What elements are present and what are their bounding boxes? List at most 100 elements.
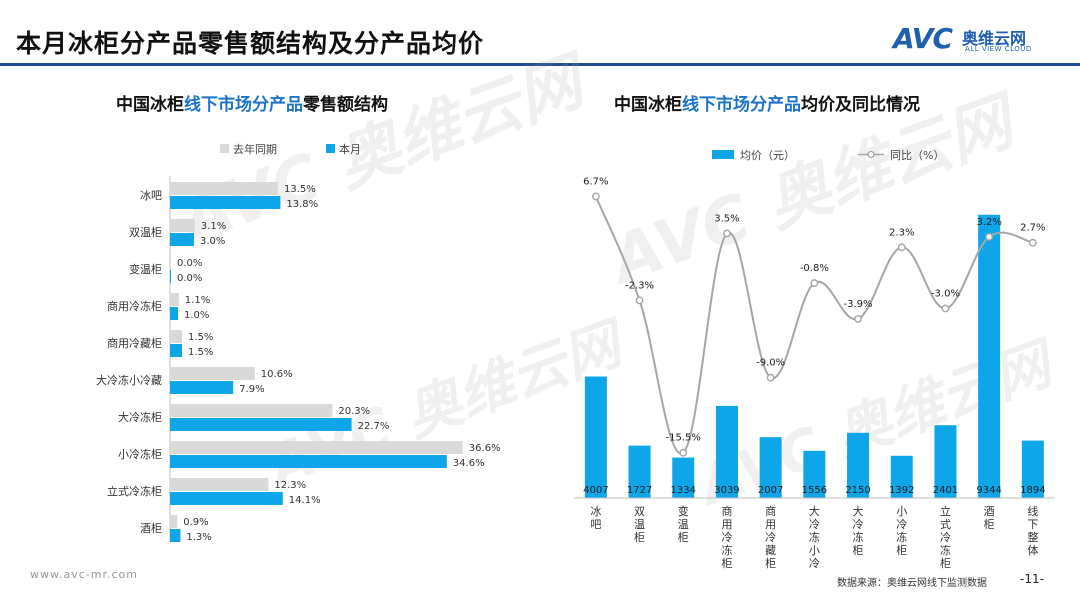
yoy-point: [591, 192, 600, 201]
value-label-this-month: 1.5%: [188, 347, 213, 358]
yoy-point: [810, 279, 819, 287]
category-label: 立式冷冻柜: [107, 484, 162, 498]
value-label-last-year: 36.6%: [469, 443, 501, 454]
right-title-part-2: 线下市场分产品: [682, 95, 801, 115]
logo-cn-text: 奥维云网: [962, 29, 1027, 48]
category-label-char: 用: [765, 518, 776, 531]
value-label-this-month: 22.7%: [358, 421, 390, 432]
yoy-value-label: -3.9%: [844, 299, 873, 310]
category-label-char: 冻: [721, 543, 732, 557]
value-label-last-year: 0.0%: [177, 258, 202, 269]
bar-avg-price: [978, 214, 1001, 499]
category-label-char: 柜: [853, 544, 864, 557]
bar-avg-price: [715, 405, 738, 498]
legend-marker-yoy: [867, 150, 875, 159]
bar-last-year: [170, 404, 333, 417]
category-label-char: 柜: [678, 531, 689, 544]
footer-url: www.avc-mr.com: [30, 568, 138, 581]
bar-avg-price: [1021, 440, 1044, 498]
yoy-value-label: -0.8%: [800, 263, 829, 274]
bar-avg-price: [934, 425, 957, 498]
category-label-char: 小: [809, 544, 820, 557]
value-label-last-year: 1.5%: [188, 332, 213, 343]
category-label: 小冷冻柜: [118, 447, 162, 461]
bar-last-year: [170, 256, 171, 269]
bar-value-label: 9344: [976, 485, 1001, 496]
yoy-value-label: -2.3%: [625, 280, 654, 291]
category-label-char: 冷: [809, 518, 820, 531]
page-title: 本月冰柜分产品零售额结构及分产品均价: [16, 29, 485, 58]
category-label-char: 冷: [896, 518, 907, 531]
bar-this-month: [170, 270, 171, 283]
value-label-last-year: 3.1%: [201, 221, 226, 232]
bar-this-month: [170, 455, 447, 468]
bar-avg-price: [628, 445, 651, 498]
yoy-value-label: 2.3%: [889, 227, 914, 238]
value-label-last-year: 20.3%: [338, 406, 370, 417]
bar-last-year: [170, 478, 269, 491]
bar-last-year: [170, 515, 178, 528]
bar-avg-price: [672, 457, 695, 498]
value-label-this-month: 14.1%: [289, 495, 321, 506]
category-label: 商用冷藏柜: [107, 336, 162, 350]
legend-swatch-this-month: [326, 144, 335, 153]
yoy-point: [766, 373, 775, 382]
yoy-value-label: 3.5%: [714, 213, 739, 224]
category-label-char: 式: [940, 518, 951, 531]
category-label-char: 商: [765, 504, 776, 518]
legend-swatch-last-year: [220, 144, 229, 153]
category-label-char: 冻: [853, 530, 864, 544]
yoy-point: [1028, 238, 1037, 247]
value-label-this-month: 1.0%: [184, 310, 209, 321]
left-title-part-1: 中国冰柜: [116, 95, 184, 115]
value-label-last-year: 0.9%: [183, 517, 208, 528]
logo-en-text: ALL VIEW CLOUD: [965, 45, 1032, 53]
category-label-char: 柜: [721, 557, 732, 570]
legend-label-this-month: 本月: [339, 142, 361, 156]
value-label-this-month: 34.6%: [453, 458, 485, 469]
category-label-char: 冻: [896, 530, 907, 544]
category-label: 双温柜: [129, 226, 162, 239]
category-label-char: 冷: [940, 531, 951, 544]
bar-this-month: [170, 307, 178, 320]
yoy-value-label: -15.5%: [666, 433, 701, 444]
category-label-char: 酒: [984, 505, 995, 518]
value-label-this-month: 0.0%: [177, 273, 202, 284]
yoy-line: [594, 196, 1034, 455]
yoy-value-label: 6.7%: [583, 177, 608, 188]
value-label-last-year: 13.5%: [284, 184, 316, 195]
bar-value-label: 1727: [627, 485, 652, 496]
bar-last-year: [170, 293, 179, 306]
value-label-this-month: 13.8%: [286, 199, 318, 210]
legend-label-yoy: 同比（%）: [890, 149, 944, 162]
bar-value-label: 2150: [845, 485, 870, 496]
category-label-char: 小: [896, 505, 907, 518]
logo-avc-text: AVC: [893, 22, 953, 55]
left-chart-title: 中国冰柜线下市场分产品零售额结构: [116, 90, 388, 115]
legend-swatch-avg-price: [712, 150, 734, 159]
category-label-char: 下: [1027, 518, 1038, 531]
yoy-value-label: 2.7%: [1020, 223, 1045, 234]
category-label-char: 冰: [590, 505, 601, 518]
price-combo-chart: 均价（元） 同比（%） 4007 1727 1334 3039 2007 1556 2150 13…: [574, 149, 1055, 570]
category-label-char: 吧: [590, 518, 601, 531]
value-label-last-year: 1.1%: [185, 295, 210, 306]
category-label-char: 商: [721, 504, 732, 518]
value-label-this-month: 1.3%: [186, 532, 211, 543]
bar-value-label: 2401: [933, 485, 958, 496]
bar-last-year: [170, 219, 195, 232]
category-label: 大冷冻小冷藏: [96, 373, 162, 387]
bar-value-label: 4007: [583, 485, 608, 496]
category-label-char: 冻: [940, 543, 951, 557]
yoy-point: [679, 448, 688, 457]
bar-value-label: 3039: [714, 485, 739, 496]
bar-avg-price: [759, 437, 782, 498]
bar-last-year: [170, 182, 278, 195]
value-label-last-year: 10.6%: [261, 369, 293, 380]
bar-last-year: [170, 441, 463, 454]
title-divider: [0, 63, 1080, 66]
category-label-char: 冻: [809, 530, 820, 544]
category-label-char: 冷: [809, 557, 820, 570]
category-label-char: 整: [1027, 530, 1038, 544]
